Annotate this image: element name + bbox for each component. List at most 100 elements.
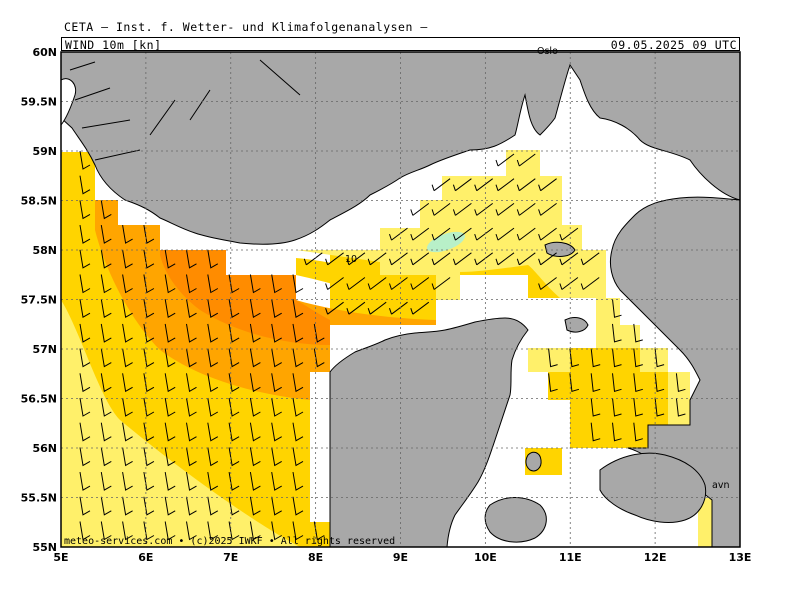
wind-field-10-15-baltic bbox=[548, 348, 668, 448]
wind-barb bbox=[580, 277, 600, 290]
wind-barb bbox=[516, 178, 536, 192]
wind-barb bbox=[79, 496, 91, 516]
wind-barb bbox=[207, 496, 219, 516]
wind-barb bbox=[186, 447, 197, 467]
valid-time-label: 09.05.2025 09 UTC bbox=[610, 38, 737, 52]
wind-barb bbox=[516, 153, 536, 167]
longitude-label: 11E bbox=[559, 551, 582, 564]
wind-barb bbox=[100, 274, 112, 294]
wind-barb bbox=[143, 496, 155, 516]
wind-barb bbox=[271, 496, 282, 516]
wind-barb bbox=[164, 496, 176, 516]
wind-barb bbox=[495, 178, 515, 192]
wind-barb bbox=[548, 373, 558, 392]
longitude-label: 5E bbox=[53, 551, 68, 564]
wind-barb bbox=[122, 422, 133, 442]
latitude-label: 57N bbox=[32, 343, 57, 356]
wind-barb bbox=[569, 373, 580, 392]
land-islet bbox=[564, 317, 589, 333]
wind-barb bbox=[164, 249, 176, 269]
wind-barb bbox=[548, 348, 558, 368]
wind-barb bbox=[186, 521, 197, 541]
land-funen bbox=[484, 497, 547, 543]
wind-barb bbox=[100, 323, 112, 343]
wind-barb bbox=[207, 422, 219, 442]
wind-barb bbox=[410, 252, 430, 266]
wind-barb bbox=[271, 274, 282, 294]
header-bar bbox=[61, 37, 740, 51]
wind-barb bbox=[249, 299, 261, 318]
wind-barb bbox=[228, 299, 240, 318]
wind-barb bbox=[228, 397, 240, 417]
wind-barb bbox=[410, 301, 430, 315]
wind-barb bbox=[271, 323, 282, 343]
wind-barb bbox=[292, 472, 304, 491]
wind-barb bbox=[452, 252, 472, 266]
wind-barb bbox=[122, 323, 133, 343]
wind-barb bbox=[79, 150, 91, 170]
wind-barb bbox=[228, 323, 240, 343]
wind-barb bbox=[633, 373, 643, 392]
wind-barb bbox=[249, 373, 261, 393]
wind-barb bbox=[538, 252, 557, 266]
wind-barb bbox=[633, 348, 643, 368]
latitude-label: 56.5N bbox=[21, 393, 57, 406]
wind-barb bbox=[228, 472, 240, 491]
land-island-coast bbox=[61, 78, 77, 126]
wind-barb bbox=[228, 521, 240, 541]
latitude-labels: 60N 59.5N 59N 58.5N 58N 57.5N 57N 56.5N 56N 55.5N… bbox=[21, 46, 57, 554]
wind-barb bbox=[580, 252, 600, 266]
wind-barb bbox=[249, 447, 261, 467]
wind-barb bbox=[100, 348, 112, 368]
wind-barb bbox=[143, 299, 155, 318]
wind-barb bbox=[79, 323, 91, 343]
wind-barb bbox=[538, 203, 557, 216]
wind-barb bbox=[633, 323, 643, 343]
wind-barb bbox=[249, 274, 261, 294]
wind-barb bbox=[207, 472, 219, 491]
longitude-label: 7E bbox=[223, 551, 238, 564]
wind-barb bbox=[325, 301, 344, 315]
wind-barb bbox=[249, 521, 261, 541]
wind-barb bbox=[164, 447, 176, 467]
wind-barb bbox=[186, 472, 197, 491]
wind-barb bbox=[122, 521, 133, 541]
wind-barb bbox=[122, 397, 133, 417]
wind-barb bbox=[228, 348, 240, 368]
wind-barb bbox=[271, 397, 282, 417]
place-label-avn: avn bbox=[712, 480, 729, 491]
wind-barb bbox=[495, 203, 515, 216]
wind-barb bbox=[633, 422, 643, 442]
wind-barb bbox=[271, 348, 282, 368]
wind-barb bbox=[516, 252, 536, 266]
wind-barb bbox=[346, 277, 366, 290]
wind-barb bbox=[79, 447, 91, 467]
wind-barb bbox=[100, 299, 112, 318]
wind-barb bbox=[654, 397, 665, 417]
wind-barb bbox=[186, 422, 197, 442]
wind-barb bbox=[100, 496, 112, 516]
wind-barb bbox=[431, 277, 451, 290]
wind-barb bbox=[367, 252, 387, 266]
wind-barb bbox=[143, 373, 155, 393]
wind-barb bbox=[122, 496, 133, 516]
wind-barb bbox=[367, 277, 387, 290]
wind-barb bbox=[612, 348, 622, 368]
wind-barb bbox=[122, 373, 133, 393]
wind-barb bbox=[249, 348, 261, 368]
wind-barb bbox=[675, 397, 686, 417]
wind-barb bbox=[516, 203, 536, 216]
wind-barb bbox=[292, 299, 304, 318]
wind-barb bbox=[292, 496, 304, 516]
wind-barb bbox=[538, 178, 557, 192]
wind-barb bbox=[228, 274, 240, 294]
wind-barb bbox=[79, 200, 91, 220]
wind-barb bbox=[292, 274, 304, 294]
wind-barbs bbox=[79, 150, 686, 541]
wind-barb bbox=[516, 227, 536, 241]
wind-field-20-25 bbox=[160, 250, 330, 345]
wind-barb bbox=[271, 299, 282, 318]
wind-barb bbox=[590, 348, 601, 368]
wind-barb bbox=[100, 472, 112, 491]
wind-barb bbox=[186, 348, 197, 368]
